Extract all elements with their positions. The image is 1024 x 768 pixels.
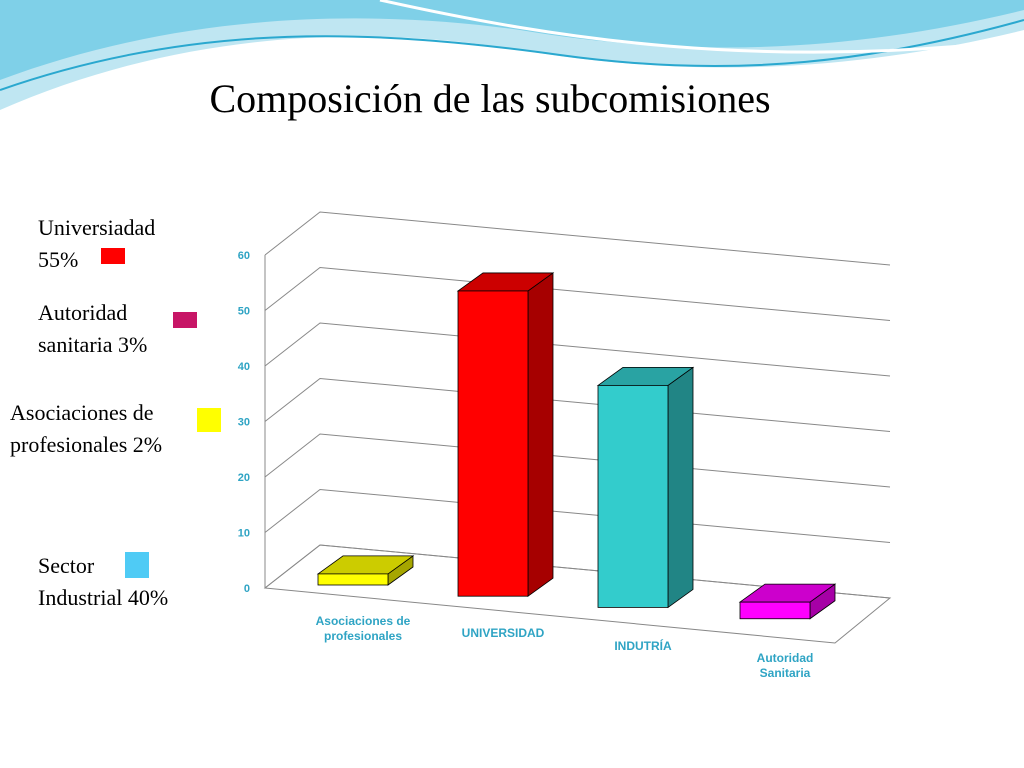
x-tick-label: INDUTRÍA	[614, 638, 672, 653]
note-text: Universiadad	[38, 215, 155, 240]
bar-front	[739, 601, 811, 620]
y-tick-label: 60	[238, 250, 250, 262]
grid-line	[264, 544, 891, 599]
note-text: profesionales 2%	[10, 432, 162, 457]
note-text: Asociaciones de	[10, 400, 154, 425]
grid-line	[264, 266, 891, 321]
y-tick-label: 0	[244, 583, 250, 595]
bar-front	[317, 573, 389, 586]
grid-line	[264, 377, 891, 432]
grid-line	[264, 322, 891, 377]
note-text: Autoridad	[38, 300, 127, 325]
note-swatch	[173, 312, 197, 328]
grid-line	[264, 488, 891, 543]
grid-line	[264, 433, 891, 488]
x-tick-label: Autoridad	[757, 651, 814, 665]
x-tick-label: Sanitaria	[760, 666, 811, 680]
note-text: 55%	[38, 247, 78, 272]
wave-line	[379, 0, 1024, 54]
note-swatch	[197, 408, 221, 432]
note-swatch	[125, 552, 149, 578]
note-swatch	[101, 248, 125, 264]
x-tick-label: profesionales	[324, 629, 402, 643]
bar	[596, 366, 695, 609]
notes: Universiadad 55% Autoridad sanitaria 3% Asoc…	[10, 215, 221, 610]
grid-line	[264, 211, 891, 266]
bar-front	[597, 384, 669, 608]
note-text: Sector	[38, 553, 95, 578]
y-tick-label: 50	[238, 306, 250, 318]
y-tick-label: 40	[238, 361, 250, 373]
bar-front	[457, 290, 529, 597]
slide-title: Composición de las subcomisiones	[209, 76, 770, 121]
y-tick-label: 30	[238, 417, 250, 429]
x-tick-label: Asociaciones de	[316, 614, 411, 628]
wave-decoration	[0, 0, 1024, 80]
y-tick-label: 10	[238, 528, 250, 540]
y-tick-label: 20	[238, 472, 250, 484]
bar	[316, 555, 415, 586]
bar-side	[667, 366, 694, 609]
note-text: Industrial 40%	[38, 585, 168, 610]
bar	[738, 583, 837, 620]
bar	[456, 272, 555, 597]
note-text: sanitaria 3%	[38, 332, 147, 357]
bar-side	[527, 272, 554, 597]
x-tick-label: UNIVERSIDAD	[462, 626, 545, 640]
chart: 0 10 20 30 40 50 60 Asociaciones deprofesionale…	[238, 211, 892, 680]
